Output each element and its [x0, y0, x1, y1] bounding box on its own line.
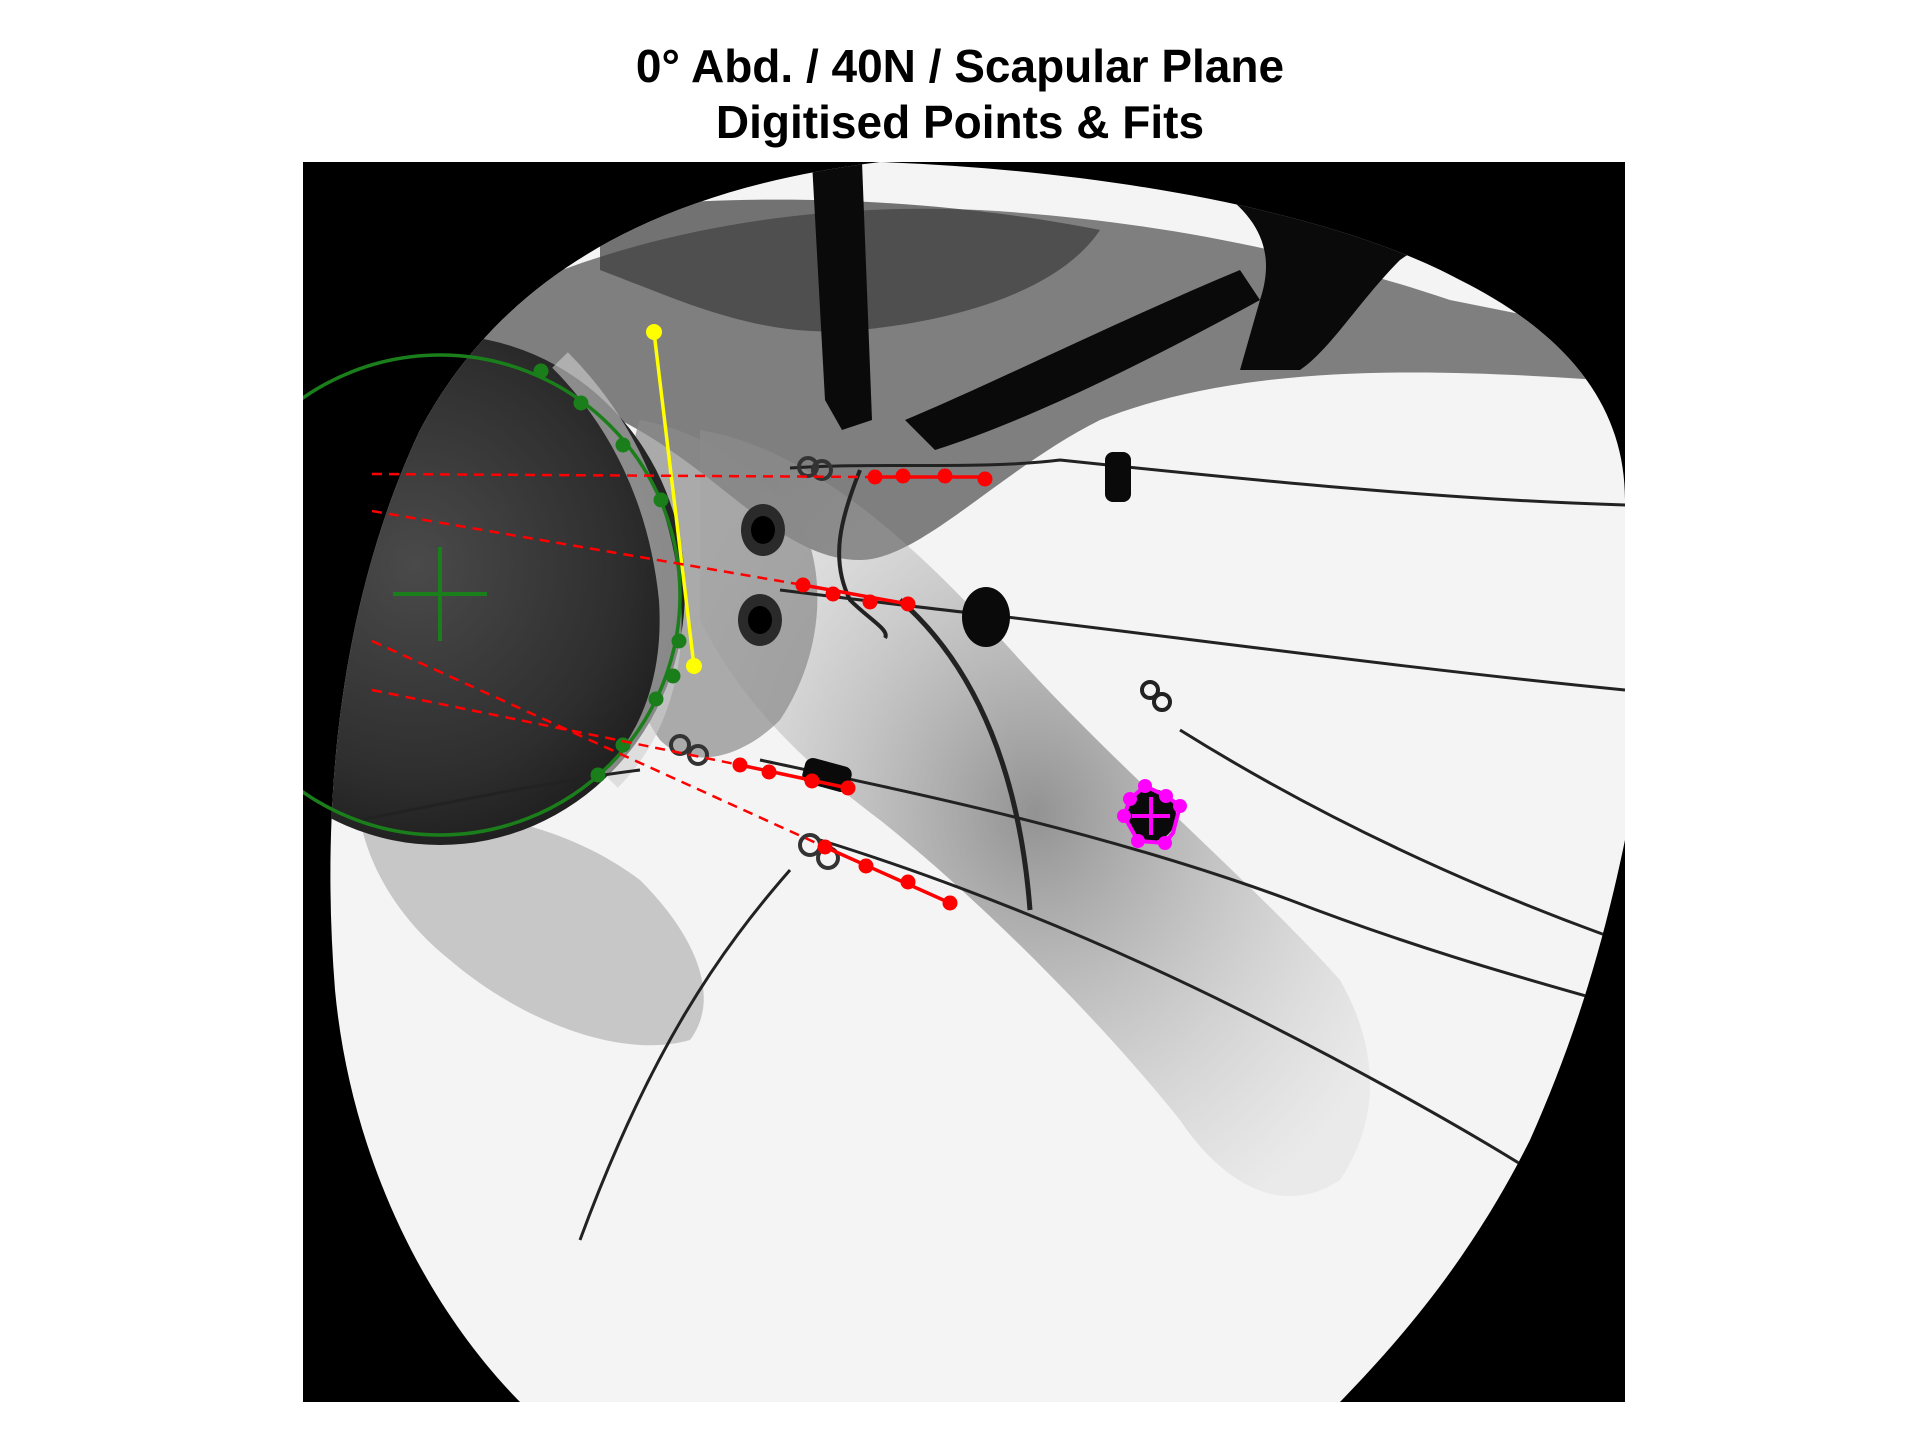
- bead-marker-point: [1131, 834, 1145, 848]
- bead-marker-point: [1159, 789, 1173, 803]
- wire-point: [900, 596, 916, 612]
- wire-point: [862, 594, 878, 610]
- scapula-shadow: [700, 430, 1370, 1197]
- wires: [359, 458, 1625, 1241]
- humeral-head-point: [615, 737, 631, 753]
- lower-soft-tissue: [360, 812, 704, 1046]
- wire-point: [795, 577, 811, 593]
- wire-point: [937, 468, 953, 484]
- wire-point: [942, 895, 958, 911]
- humeral-head-point: [653, 492, 669, 508]
- bead-marker-fit: [1117, 779, 1187, 850]
- wire-track-fit: [739, 763, 849, 790]
- wire-track: [371, 468, 993, 487]
- humeral-head-point: [615, 437, 631, 453]
- humeral-head-fit: [303, 353, 687, 837]
- wire-track-extension: [371, 688, 741, 767]
- humeral-head-point: [573, 395, 589, 411]
- bead-marker-point: [1117, 809, 1131, 823]
- wire-point: [900, 874, 916, 890]
- wire-point: [895, 468, 911, 484]
- wire-track: [371, 639, 958, 911]
- bead-marker-point: [1138, 779, 1152, 793]
- humeral-head-point: [533, 363, 549, 379]
- wire-track-fit: [802, 583, 909, 606]
- glenoid-point: [686, 658, 702, 674]
- humeral-head-center-cross: [393, 547, 487, 641]
- probe-diagonal: [905, 270, 1260, 450]
- radiograph-image: [303, 162, 1625, 1402]
- wire-track-fit: [824, 845, 951, 905]
- figure-title: 0° Abd. / 40N / Scapular Plane Digitised…: [0, 38, 1920, 150]
- humeral-head-point: [590, 767, 606, 783]
- fit-overlays: [303, 324, 1187, 911]
- figure-title-line2: Digitised Points & Fits: [715, 96, 1205, 148]
- probe-vertical: [812, 162, 872, 430]
- wire-track-extension: [371, 639, 826, 849]
- figure-title-line1: 0° Abd. / 40N / Scapular Plane: [635, 40, 1285, 92]
- humeral-head-point: [665, 668, 681, 684]
- glenoid-point: [646, 324, 662, 340]
- glenoid-line: [652, 331, 696, 667]
- wire-point: [817, 839, 833, 855]
- wire-point: [825, 586, 841, 602]
- bead-marker-center-cross: [1132, 797, 1170, 835]
- wire-point: [858, 858, 874, 874]
- wire-point: [977, 471, 993, 487]
- wire-track: [371, 509, 916, 612]
- wire-point: [867, 469, 883, 485]
- wire-point: [732, 757, 748, 773]
- bead-marker-points: [1117, 779, 1187, 850]
- wire-point: [840, 780, 856, 796]
- humeral-head-fit-circle: [303, 353, 682, 837]
- glenoid-line-fit: [646, 324, 702, 674]
- humeral-head-rim: [552, 352, 682, 788]
- wire-tracks: [371, 468, 993, 911]
- bead-marker-point: [1123, 792, 1137, 806]
- wire-point: [761, 764, 777, 780]
- bead-marker-point: [1173, 799, 1187, 813]
- humeral-head-point: [671, 633, 687, 649]
- humeral-head-points: [533, 363, 687, 783]
- wire-point: [804, 773, 820, 789]
- bead-marker-point: [1158, 836, 1172, 850]
- humeral-head-point: [648, 691, 664, 707]
- wire-track: [371, 688, 856, 796]
- wire-track-extension: [371, 509, 804, 587]
